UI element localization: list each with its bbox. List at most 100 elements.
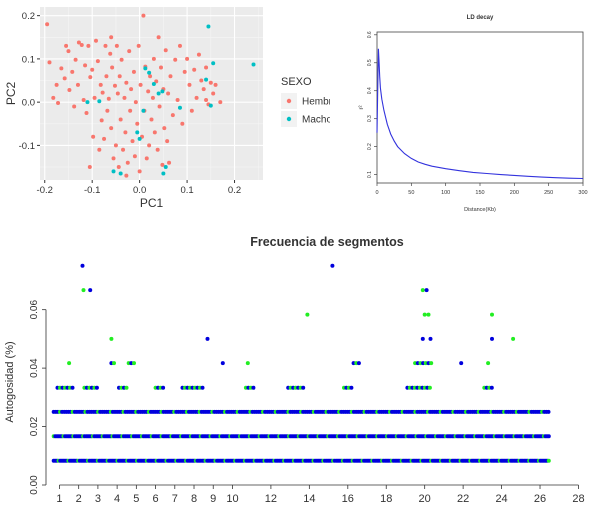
- data-point: [114, 43, 119, 48]
- data-point: [420, 336, 425, 341]
- data-point: [459, 361, 464, 366]
- segment-points: [51, 263, 551, 463]
- data-point: [92, 95, 97, 100]
- data-point: [157, 104, 162, 109]
- data-point: [147, 70, 152, 75]
- data-point: [177, 43, 182, 48]
- x-tick-label: 18: [380, 493, 392, 505]
- data-point: [182, 69, 187, 74]
- data-point: [187, 82, 192, 87]
- data-point: [54, 82, 59, 87]
- data-point: [100, 90, 105, 95]
- y-tick-label: 0.1: [22, 54, 35, 65]
- x-axis-label: PC1: [140, 196, 164, 210]
- data-point: [124, 173, 129, 178]
- data-point: [47, 60, 52, 65]
- data-point: [177, 105, 182, 110]
- x-tick-label: 3: [95, 493, 101, 505]
- data-point: [356, 361, 361, 366]
- data-point: [206, 24, 211, 29]
- data-point: [163, 165, 168, 170]
- data-point: [99, 118, 104, 123]
- data-point: [59, 66, 64, 71]
- data-point: [109, 35, 114, 40]
- data-point: [151, 56, 156, 61]
- data-point: [148, 74, 153, 79]
- data-point: [149, 117, 154, 122]
- data-point: [422, 312, 427, 317]
- data-point: [168, 74, 173, 79]
- data-point: [62, 76, 67, 81]
- data-point: [73, 57, 78, 62]
- y-tick-label: 0.5: [367, 59, 373, 66]
- x-tick-label: 26: [534, 493, 546, 505]
- data-point: [201, 87, 206, 92]
- data-point: [83, 63, 88, 68]
- data-point: [79, 43, 84, 48]
- x-tick-label: 250: [544, 190, 553, 196]
- data-point: [135, 130, 140, 135]
- data-point: [111, 156, 116, 161]
- y-tick-label: 0.2: [367, 143, 373, 150]
- x-tick-label: 0: [375, 190, 378, 196]
- data-point: [428, 336, 433, 341]
- data-point: [166, 91, 171, 96]
- data-point: [81, 97, 86, 102]
- x-tick-label: 50: [408, 190, 414, 196]
- data-point: [208, 103, 213, 108]
- data-point: [490, 336, 494, 341]
- legend-marker: [286, 116, 292, 122]
- data-point: [158, 65, 163, 70]
- x-tick-label: 300: [578, 190, 587, 196]
- data-point: [87, 165, 92, 170]
- data-point: [218, 100, 223, 105]
- data-point: [185, 56, 190, 61]
- data-point: [109, 336, 114, 341]
- data-point: [135, 121, 140, 126]
- x-tick-label: 150: [475, 190, 484, 196]
- data-point: [152, 130, 157, 135]
- data-point: [118, 171, 123, 176]
- data-point: [136, 43, 141, 48]
- data-point: [88, 288, 93, 293]
- data-point: [98, 82, 103, 87]
- data-point: [162, 126, 167, 131]
- data-point: [150, 95, 155, 100]
- data-point: [189, 108, 194, 113]
- data-point: [245, 361, 250, 366]
- y-tick-label: 0.06: [29, 300, 40, 320]
- data-point: [163, 48, 168, 53]
- x-tick-label: 5: [133, 493, 139, 505]
- x-tick-label: 12: [265, 493, 277, 505]
- data-point: [251, 62, 256, 67]
- x-tick-label: -0.1: [84, 185, 100, 196]
- data-point: [170, 113, 175, 118]
- data-point: [67, 88, 72, 93]
- x-tick-label: 4: [114, 493, 120, 505]
- x-tick-label: 24: [495, 493, 507, 505]
- data-point: [161, 385, 166, 390]
- x-tick-label: 28: [572, 493, 584, 505]
- data-point: [91, 134, 96, 139]
- data-point: [128, 108, 133, 113]
- y-tick-label: 0.0: [22, 98, 35, 109]
- x-tick-label: 20: [419, 493, 431, 505]
- data-point: [113, 143, 118, 148]
- data-point: [211, 61, 216, 66]
- data-point: [160, 162, 165, 167]
- data-point: [489, 385, 494, 390]
- data-point: [204, 97, 209, 102]
- data-point: [132, 154, 137, 159]
- data-point: [104, 74, 109, 79]
- x-tick-label: 14: [303, 493, 315, 505]
- data-point: [123, 130, 128, 135]
- data-point: [137, 136, 142, 141]
- data-point: [112, 361, 116, 366]
- data-point: [138, 82, 143, 87]
- data-point: [90, 67, 95, 72]
- data-point: [110, 65, 115, 70]
- data-point: [155, 147, 160, 152]
- data-point: [194, 95, 199, 100]
- ld-decay-plot: LD decay 0 50 100 150 200 250 300 0.1 0.2 0.3 0.4 0.…: [359, 15, 588, 213]
- data-point: [204, 65, 209, 70]
